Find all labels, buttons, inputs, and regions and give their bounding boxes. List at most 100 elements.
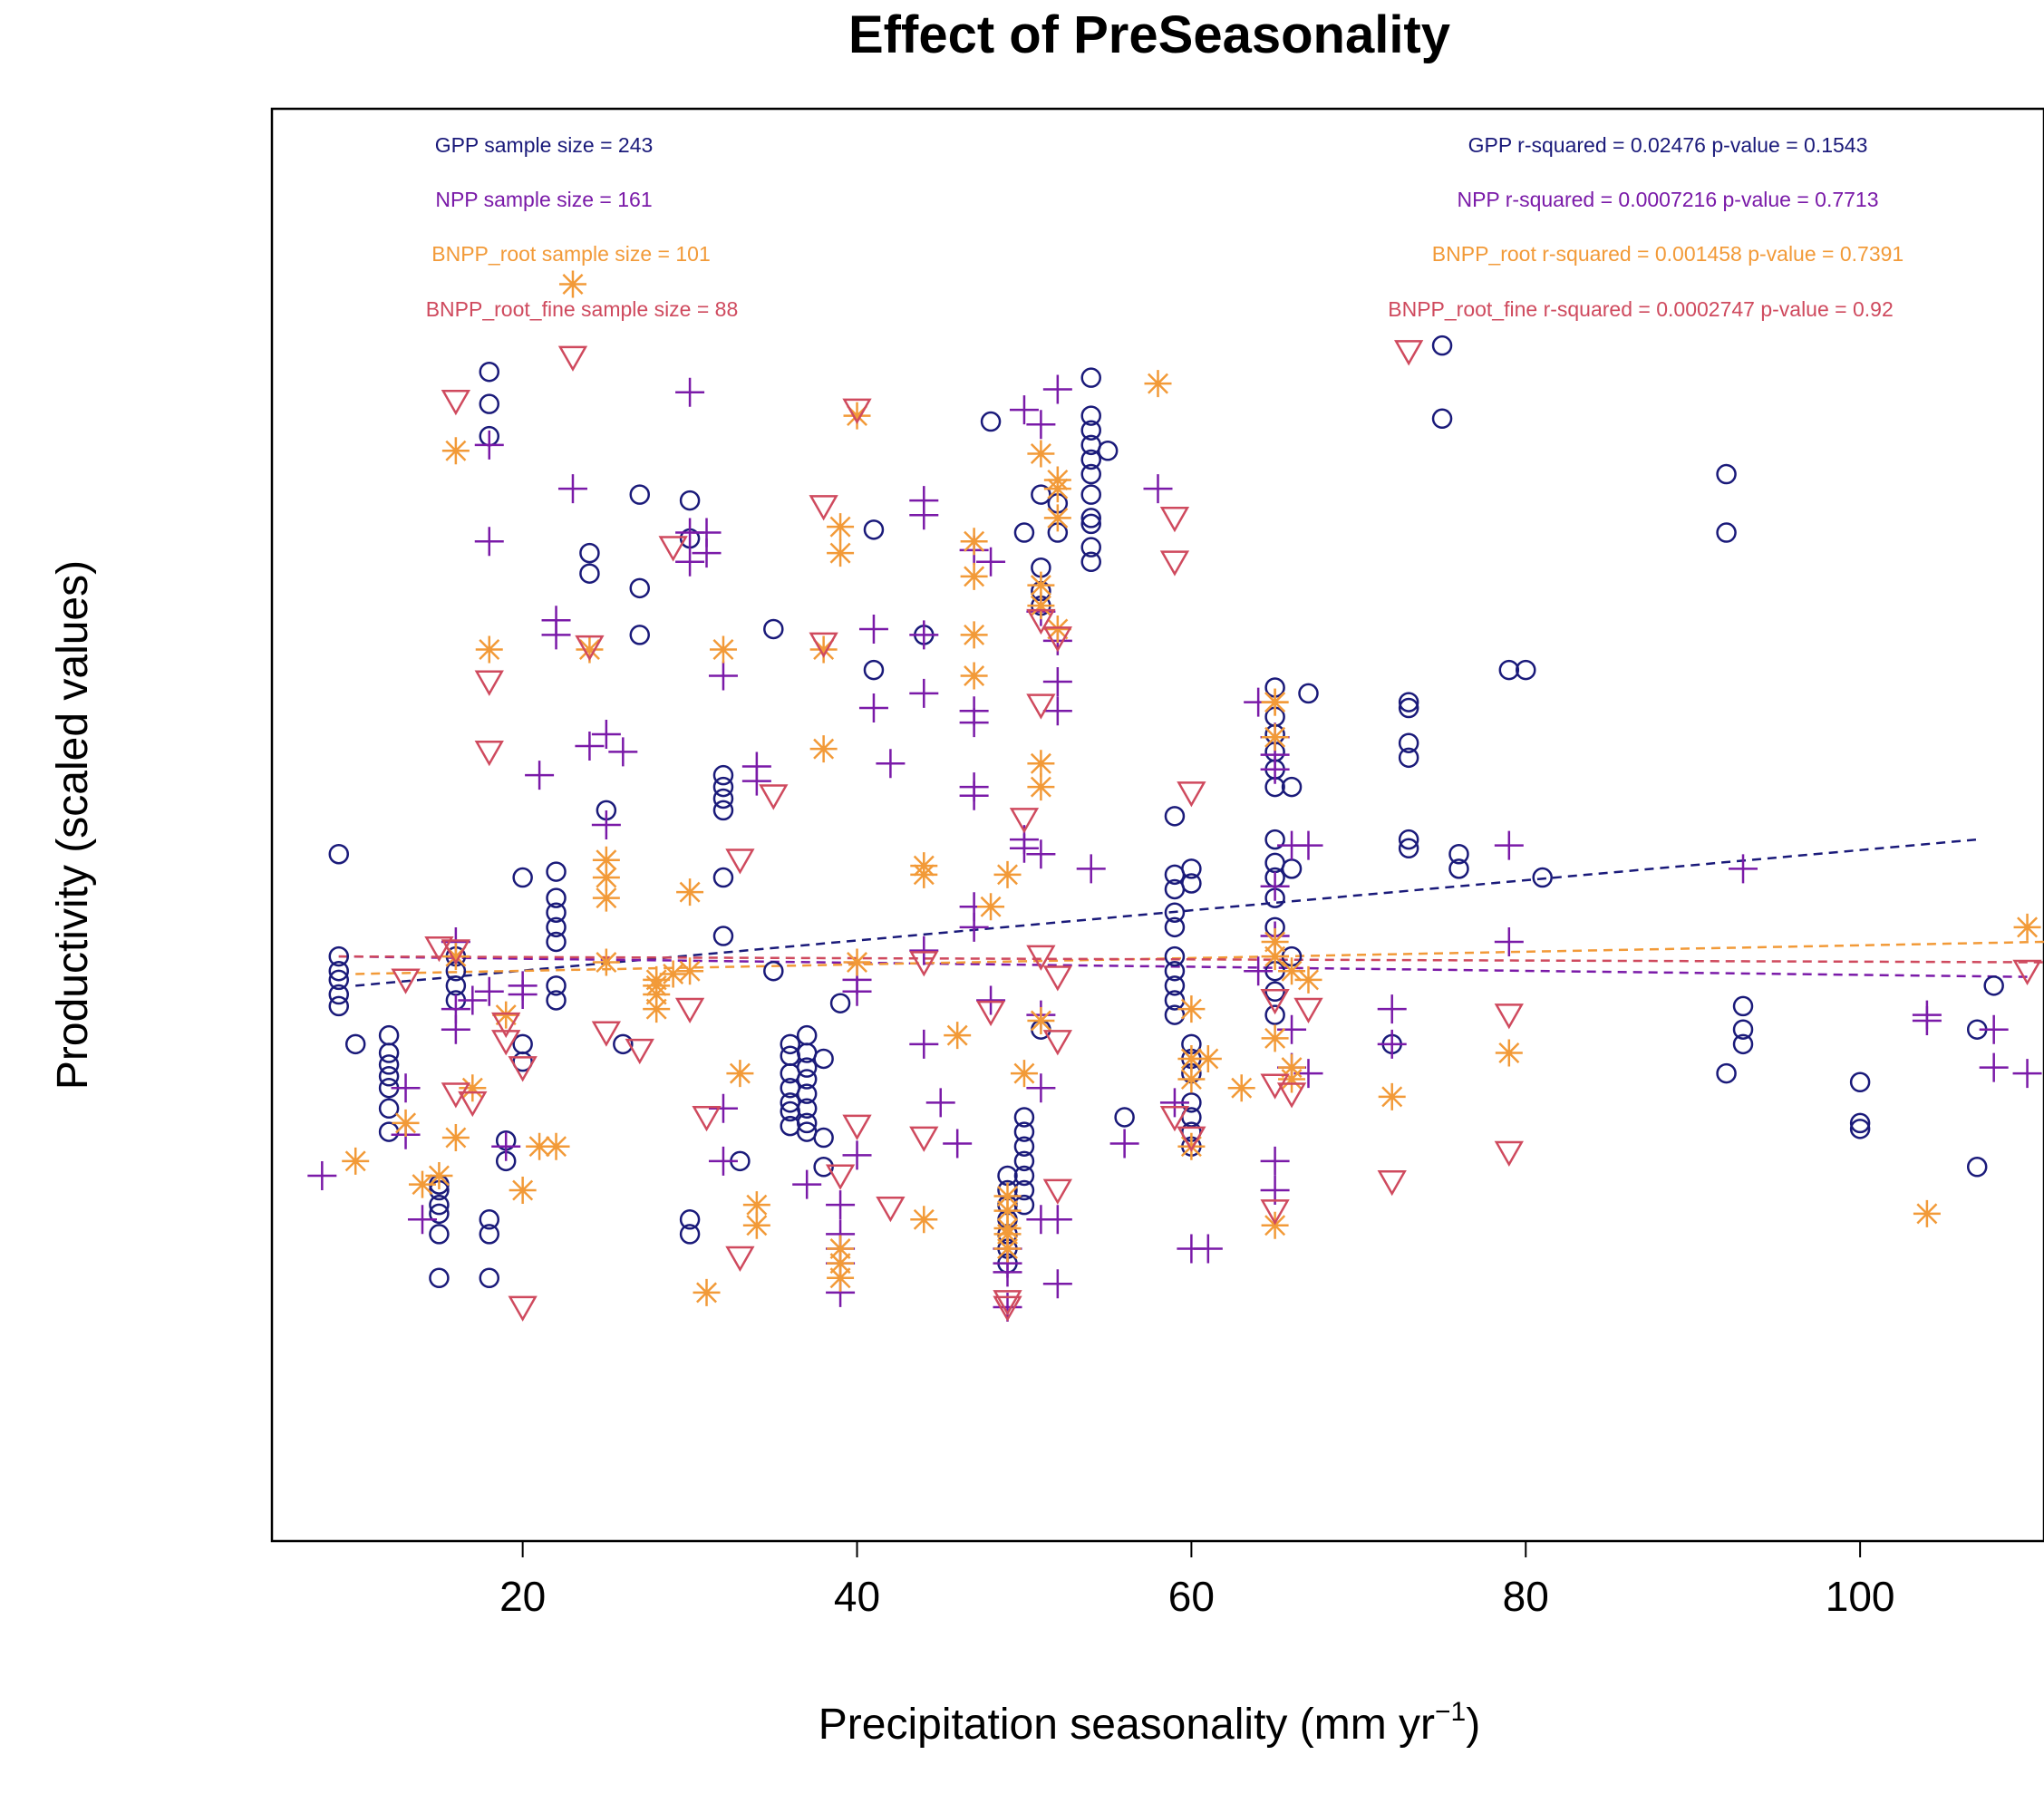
bnpp-root-point — [643, 981, 671, 1009]
npp-point — [993, 1257, 1022, 1287]
bnpp-root-point — [526, 1132, 554, 1160]
gpp-point — [1080, 420, 1101, 441]
bnpp-root-fine-point — [1009, 808, 1040, 834]
gpp-point — [863, 519, 885, 540]
bnpp-root-fine-stats: BNPP_root_fine r-squared = 0.0002747 p-v… — [1388, 297, 1894, 321]
gpp-point — [1164, 960, 1186, 982]
npp-point — [441, 1014, 470, 1044]
bnpp-root-fine-point — [809, 632, 838, 658]
npp-point — [1912, 1006, 1942, 1036]
npp-point — [1979, 1014, 2009, 1044]
bnpp-root-fine-point — [575, 635, 605, 662]
bnpp-root-point — [1043, 615, 1071, 643]
bnpp-root-fine-point — [491, 1012, 521, 1039]
gpp-point — [1281, 776, 1303, 798]
gpp-point — [712, 764, 734, 786]
npp-point — [943, 1129, 973, 1159]
gpp-point — [344, 1033, 366, 1055]
gpp-point — [1164, 975, 1186, 996]
gpp-point — [1716, 463, 1737, 485]
gpp-point — [1532, 867, 1553, 888]
gpp-point — [546, 861, 567, 882]
gpp-point — [980, 411, 1002, 432]
bnpp-root-point — [2013, 913, 2041, 941]
gpp-point — [378, 1066, 400, 1087]
bnpp-root-point — [659, 960, 687, 988]
gpp-point — [1013, 1121, 1035, 1142]
y-axis-label: Productivity (scaled values) — [49, 560, 97, 1090]
npp-point — [458, 985, 488, 1015]
bnpp-root-fine-point — [424, 936, 454, 963]
gpp-point — [512, 1033, 533, 1055]
bnpp-root-point — [1294, 965, 1322, 994]
gpp-point — [1849, 1119, 1871, 1139]
gpp-point — [629, 577, 651, 599]
npp-point — [976, 985, 1006, 1015]
gpp-point — [1448, 843, 1469, 865]
gpp-point — [1264, 829, 1285, 850]
bnpp-root-fine-point — [725, 1246, 755, 1273]
gpp-point — [479, 393, 500, 414]
gpp-point — [813, 1127, 834, 1149]
bnpp-root-fine-point — [909, 951, 939, 977]
bnpp-root-fine-point — [993, 1290, 1022, 1316]
bnpp-root-point — [509, 1177, 537, 1205]
bnpp-root-fine-trend-line — [338, 955, 2044, 964]
bnpp-root-point — [1261, 1211, 1289, 1239]
bnpp-root-fine-point — [725, 848, 755, 875]
npp-stats: NPP r-squared = 0.0007216 p-value = 0.77… — [1457, 188, 1878, 211]
bnpp-root-point — [1027, 571, 1055, 599]
npp-trend-line — [338, 955, 2028, 978]
gpp-point — [378, 1042, 400, 1063]
npp-point — [1244, 956, 1274, 986]
gpp-point — [479, 1224, 500, 1245]
bnpp-root-point — [542, 1132, 570, 1160]
bnpp-root-point — [993, 1220, 1022, 1248]
gpp-point — [328, 960, 350, 982]
npp-point — [1277, 1014, 1307, 1044]
bnpp-root-point — [676, 878, 704, 906]
npp-point — [1979, 1052, 2009, 1082]
gpp-point — [479, 361, 500, 383]
stats-annotations: GPP sample size = 243 NPP sample size = … — [426, 133, 1904, 321]
gpp-point — [1849, 1112, 1871, 1134]
bnpp-root-fine-point — [458, 1091, 488, 1118]
gpp-point — [1448, 858, 1469, 879]
gpp-point — [1164, 902, 1186, 923]
npp-point — [876, 749, 906, 779]
bnpp-root-point — [408, 1170, 436, 1198]
gpp-point — [1080, 367, 1101, 388]
bnpp-root-point — [1194, 1044, 1222, 1072]
bnpp-root-point — [425, 1161, 453, 1189]
gpp-point — [1398, 692, 1419, 713]
x-axis-label-superscript: −1 — [1435, 1697, 1466, 1727]
bnpp-root-point — [993, 1235, 1022, 1263]
bnpp-root-point — [592, 846, 620, 874]
gpp-point — [1013, 1107, 1035, 1128]
bnpp-root-point — [1278, 1065, 1306, 1093]
gpp-point — [780, 1033, 800, 1055]
bnpp-root-fine-point — [1177, 781, 1206, 808]
gpp-point — [796, 1112, 818, 1134]
gpp-point — [546, 931, 567, 953]
bnpp-root-point — [676, 957, 704, 985]
bnpp-root-point — [960, 621, 988, 649]
gpp-point — [712, 788, 734, 810]
bnpp-root-fine-point — [557, 345, 588, 372]
bnpp-root-point — [726, 1060, 754, 1088]
x-axis-label-main: Precipitation seasonality (mm yr — [819, 1701, 1435, 1749]
bnpp-root-point — [1261, 927, 1289, 955]
gpp-point — [712, 776, 734, 798]
bnpp-root-point — [944, 1022, 972, 1050]
npp-point — [407, 1205, 437, 1235]
gpp-point — [1013, 1179, 1035, 1201]
bnpp-root-fine-point — [1377, 1169, 1407, 1197]
npp-point — [1009, 395, 1039, 425]
x-tick-label: 40 — [834, 1573, 880, 1620]
gpp-point — [1080, 484, 1101, 505]
bnpp-root-fine-point — [1494, 1003, 1524, 1030]
gpp-point — [328, 969, 350, 991]
npp-point — [557, 474, 587, 504]
bnpp-root-point — [827, 1235, 855, 1263]
gpp-point — [1013, 1136, 1035, 1157]
